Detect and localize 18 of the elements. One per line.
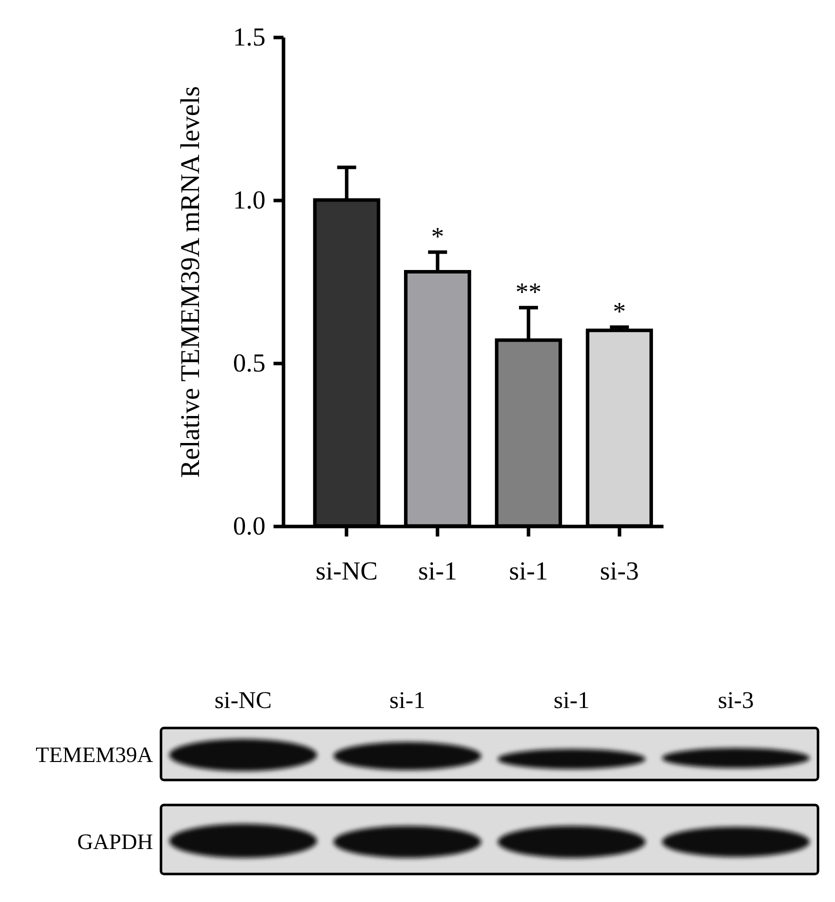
category-label: si-3	[718, 688, 754, 714]
data-label: *	[431, 222, 444, 252]
y-tick-label: 1.0	[233, 186, 266, 214]
x-tick-label: si-1	[418, 556, 458, 586]
text: TEMEM39A	[36, 742, 154, 767]
category-label: si-NC	[214, 688, 272, 714]
category-label: si-1	[389, 688, 426, 714]
data-label: **	[515, 278, 542, 307]
category-label: si-1	[554, 688, 590, 714]
y-tick-label: 0.0	[233, 512, 266, 540]
x-tick-label: si-NC	[316, 556, 378, 586]
data-label: *	[612, 297, 626, 326]
y-tick-label: 0.5	[233, 348, 266, 378]
y-tick-label: 1.5	[233, 22, 266, 52]
y-axis-title: Relative TEMEM39A mRNA levels	[175, 86, 205, 478]
x-tick-label: si-1	[508, 556, 548, 586]
text: GAPDH	[77, 829, 154, 854]
x-tick-label: si-3	[600, 556, 639, 586]
